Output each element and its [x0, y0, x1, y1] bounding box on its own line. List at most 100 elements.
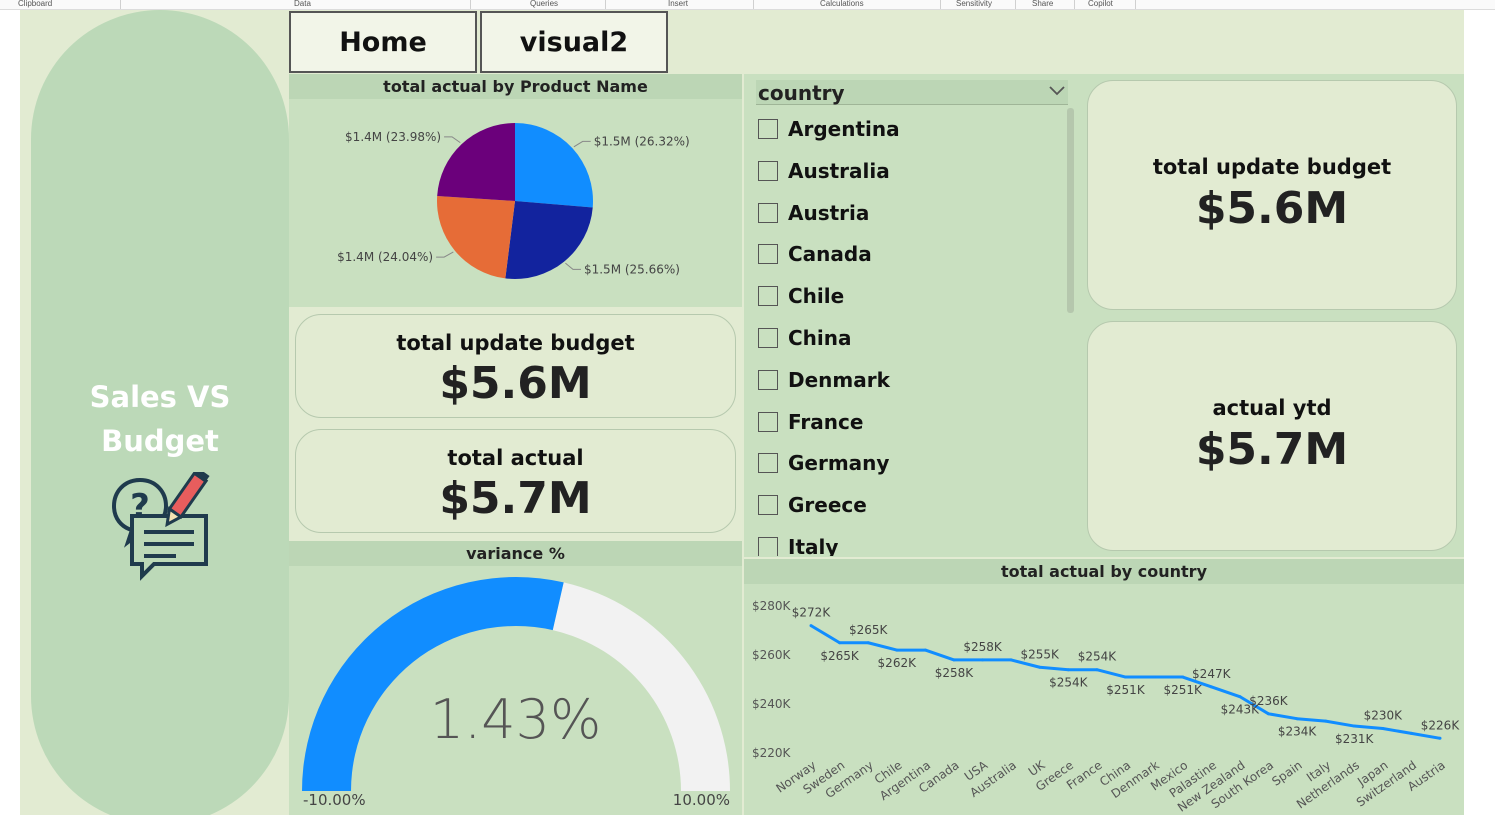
checkbox[interactable]	[758, 495, 778, 516]
checkbox[interactable]	[758, 411, 778, 432]
checkbox[interactable]	[758, 369, 778, 390]
sidebar-panel	[31, 10, 289, 815]
line-point[interactable]	[809, 624, 813, 628]
line-point[interactable]	[952, 658, 956, 662]
slicer-item[interactable]: Denmark	[758, 368, 890, 392]
pie-slice-label: $1.4M (23.98%)	[345, 130, 441, 144]
slicer-item[interactable]: Italy	[758, 535, 838, 556]
pie-slice[interactable]	[437, 196, 515, 279]
pie-leader-line	[436, 251, 454, 258]
line-point[interactable]	[1009, 658, 1013, 662]
checkbox[interactable]	[758, 328, 778, 348]
slicer-item[interactable]: Argentina	[758, 117, 900, 141]
variance-gauge-panel: variance % 1.43% -10.00% 10.00%	[289, 541, 742, 815]
checkbox[interactable]	[758, 119, 778, 139]
pie-slice-label: $1.4M (24.04%)	[337, 250, 433, 264]
card-value: $5.7M	[1195, 424, 1349, 475]
ribbon-group-share[interactable]: Share	[1032, 0, 1054, 8]
data-label: $265K	[820, 649, 860, 663]
line-point[interactable]	[1181, 675, 1185, 679]
pie-leader-line	[565, 262, 581, 270]
ribbon-separator	[753, 0, 754, 9]
report-title-line1: Sales VS	[89, 380, 231, 414]
slicer-item[interactable]: Greece	[758, 493, 867, 517]
total-update-budget-card-right: total update budget $5.6M	[1087, 80, 1457, 310]
line-point[interactable]	[1438, 736, 1442, 740]
data-label: $251K	[1106, 683, 1146, 697]
line-series[interactable]	[810, 624, 1441, 740]
ribbon-group-queries[interactable]: Queries	[530, 0, 559, 8]
data-label: $255K	[1021, 647, 1061, 661]
pie-chart-panel: total actual by Product Name $1.5M (26.3…	[289, 74, 742, 307]
checkbox[interactable]	[758, 202, 778, 223]
line-point[interactable]	[895, 648, 899, 652]
pie-slice[interactable]	[437, 123, 515, 201]
checkbox[interactable]	[758, 244, 778, 265]
line-point[interactable]	[1381, 727, 1385, 730]
line-point[interactable]	[1409, 731, 1413, 735]
visual2-button[interactable]: visual2	[480, 11, 668, 73]
line-point[interactable]	[1066, 668, 1070, 672]
card-value: $5.6M	[1195, 183, 1349, 234]
data-label: $262K	[878, 656, 918, 670]
slicer-header[interactable]: country	[756, 80, 1068, 105]
gauge-chart	[302, 577, 730, 791]
ribbon-group-copilot[interactable]: Copilot	[1088, 0, 1113, 8]
data-label: $258K	[935, 666, 975, 680]
line-point[interactable]	[1152, 675, 1156, 679]
checkbox[interactable]	[758, 537, 778, 556]
data-label: $231K	[1335, 732, 1375, 746]
line-point[interactable]	[1324, 719, 1328, 723]
line-point[interactable]	[1295, 717, 1299, 721]
total-actual-card: total actual $5.7M	[295, 429, 736, 533]
ribbon-group-calculations[interactable]: Calculations	[820, 0, 864, 8]
line-point[interactable]	[1038, 665, 1042, 669]
line-point[interactable]	[1209, 685, 1213, 689]
pie-leader-line	[444, 136, 461, 144]
slicer-item[interactable]: France	[758, 410, 863, 434]
pie-leader-line	[573, 140, 591, 148]
line-point[interactable]	[1124, 675, 1127, 679]
slicer-item[interactable]: Chile	[758, 284, 844, 308]
pie-slice[interactable]	[515, 123, 593, 208]
ribbon-group-insert[interactable]: Insert	[668, 0, 689, 8]
line-point[interactable]	[1095, 668, 1099, 672]
line-point[interactable]	[981, 658, 985, 662]
slicer-item[interactable]: Austria	[758, 201, 869, 225]
gauge-value: 1.43%	[429, 688, 602, 751]
checkbox[interactable]	[758, 453, 778, 474]
data-label: $254K	[1078, 650, 1118, 664]
checkbox[interactable]	[758, 286, 778, 307]
y-tick-label: $260K	[752, 648, 792, 662]
line-point[interactable]	[1352, 724, 1356, 728]
ribbon-group-sensitivity[interactable]: Sensitivity	[956, 0, 993, 8]
data-label: $247K	[1192, 667, 1232, 681]
pie-slice[interactable]	[505, 201, 593, 279]
ribbon-group-clipboard[interactable]: Clipboard	[18, 0, 53, 8]
slicer-item[interactable]: Canada	[758, 242, 872, 266]
gauge-min-label: -10.00%	[303, 791, 366, 809]
ribbon-group-data[interactable]: Data	[294, 0, 311, 8]
line-point[interactable]	[923, 648, 927, 652]
line-point[interactable]	[866, 641, 870, 645]
line-chart: $220K $240K $260K $280K $272K $265K $265K $262K…	[752, 599, 1460, 815]
slicer-item[interactable]: Germany	[758, 451, 889, 475]
slicer-item[interactable]: Australia	[758, 159, 890, 183]
slicer-scrollbar[interactable]	[1067, 108, 1074, 313]
slicer-item[interactable]: China	[758, 326, 852, 350]
chevron-down-icon[interactable]	[1048, 84, 1066, 98]
line-point[interactable]	[1238, 695, 1242, 699]
slicer-item-label: Australia	[788, 158, 890, 183]
checkbox[interactable]	[758, 160, 778, 181]
slicer-item-label: China	[788, 326, 852, 350]
line-point[interactable]	[1266, 712, 1270, 716]
ribbon-separator	[1015, 0, 1016, 9]
question-pencil-chat-icon: ?	[110, 467, 210, 586]
ribbon-separator	[1135, 0, 1136, 9]
ribbon-separator	[605, 0, 606, 9]
card-value: $5.7M	[439, 473, 592, 524]
slicer-item-label: Greece	[788, 493, 867, 518]
slicer-item-label: Canada	[788, 242, 872, 267]
home-button[interactable]: Home	[289, 11, 477, 73]
line-point[interactable]	[838, 641, 842, 645]
